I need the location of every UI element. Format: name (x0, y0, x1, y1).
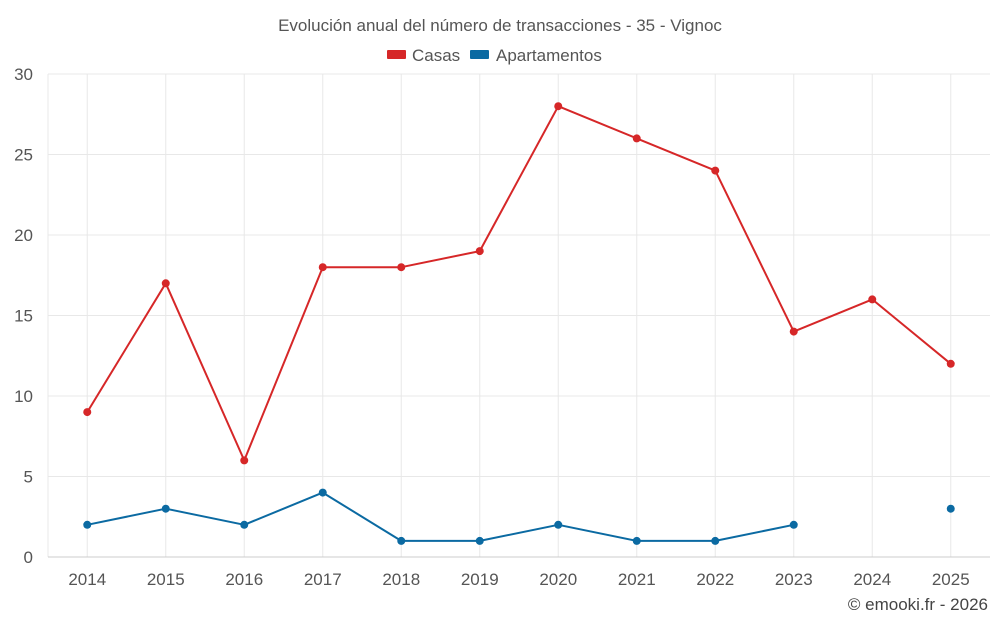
data-point[interactable] (789, 520, 798, 529)
legend-item-casas[interactable]: Casas (387, 46, 460, 65)
x-tick-label: 2016 (225, 570, 263, 589)
data-point[interactable] (83, 520, 92, 529)
data-point[interactable] (475, 247, 484, 256)
y-tick-label: 0 (24, 548, 33, 567)
y-tick-label: 20 (14, 226, 33, 245)
data-point[interactable] (318, 263, 327, 272)
data-point[interactable] (711, 166, 720, 175)
data-point[interactable] (554, 520, 563, 529)
data-point[interactable] (397, 263, 406, 272)
data-point[interactable] (789, 327, 798, 336)
y-tick-label: 25 (14, 146, 33, 165)
y-tick-label: 30 (14, 65, 33, 84)
series-line (86, 105, 952, 462)
data-point[interactable] (632, 134, 641, 143)
x-tick-label: 2025 (932, 570, 970, 589)
data-point[interactable] (946, 504, 955, 513)
x-tick-label: 2021 (618, 570, 656, 589)
x-tick-label: 2017 (304, 570, 342, 589)
y-tick-label: 10 (14, 387, 33, 406)
data-point[interactable] (318, 488, 327, 497)
legend-label: Casas (412, 46, 460, 65)
data-point[interactable] (475, 536, 484, 545)
data-point[interactable] (161, 504, 170, 513)
x-tick-label: 2014 (68, 570, 106, 589)
x-tick-label: 2024 (853, 570, 891, 589)
series-line (87, 491, 794, 542)
legend-swatch (387, 50, 406, 59)
x-tick-label: 2022 (696, 570, 734, 589)
legend: Casas Apartamentos (387, 46, 602, 65)
data-point[interactable] (632, 536, 641, 545)
grid (47, 73, 990, 557)
legend-label: Apartamentos (496, 46, 602, 65)
data-point[interactable] (240, 520, 249, 529)
y-tick-label: 5 (24, 468, 33, 487)
series-casas (83, 102, 955, 465)
data-point[interactable] (240, 456, 249, 465)
data-point[interactable] (711, 536, 720, 545)
series-layer (83, 102, 955, 545)
data-point[interactable] (554, 102, 563, 111)
legend-item-apartamentos[interactable]: Apartamentos (470, 46, 602, 65)
credit-text: © emooki.fr - 2026 (848, 595, 988, 614)
data-point[interactable] (946, 359, 955, 368)
legend-swatch (470, 50, 489, 59)
data-point[interactable] (161, 279, 170, 288)
x-tick-label: 2023 (775, 570, 813, 589)
x-tick-label: 2019 (461, 570, 499, 589)
series-apartamentos (83, 488, 955, 545)
data-point[interactable] (83, 408, 92, 417)
chart-title: Evolución anual del número de transaccio… (278, 16, 722, 35)
y-tick-label: 15 (14, 307, 33, 326)
x-tick-label: 2020 (539, 570, 577, 589)
data-point[interactable] (397, 536, 406, 545)
x-tick-label: 2015 (147, 570, 185, 589)
data-point[interactable] (868, 295, 877, 304)
x-tick-label: 2018 (382, 570, 420, 589)
